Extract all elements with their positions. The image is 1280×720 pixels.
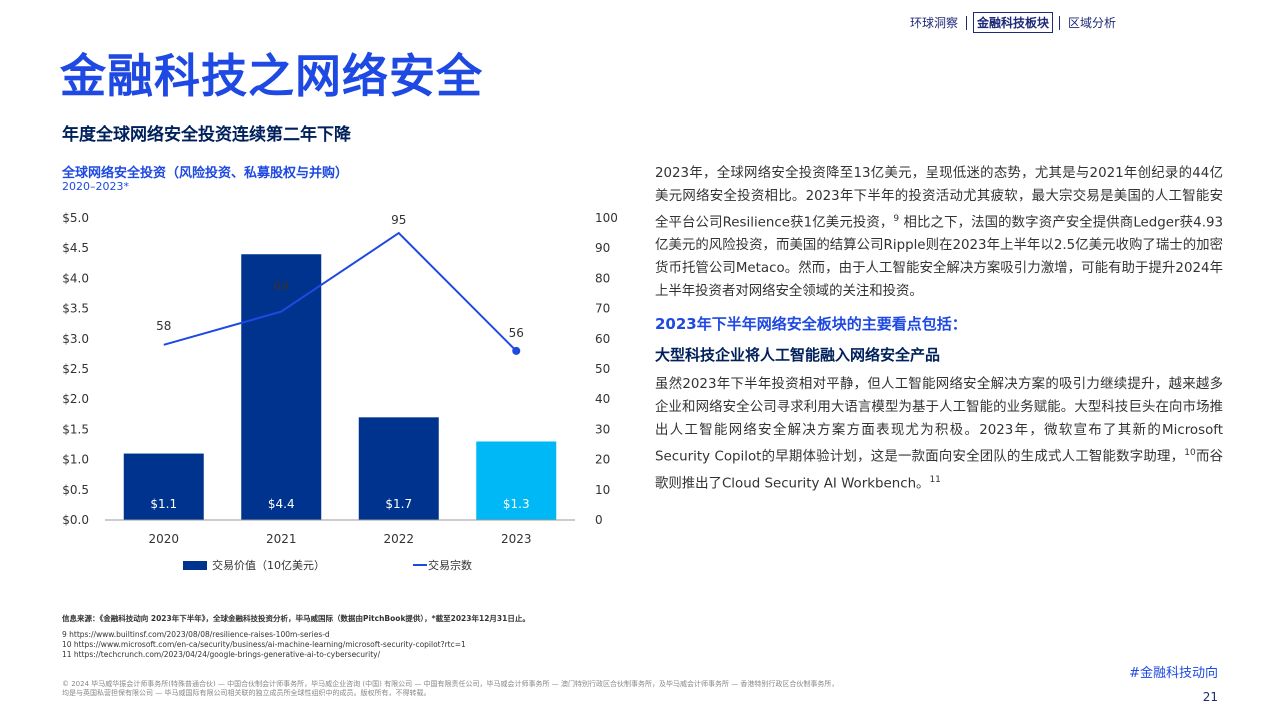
bar-value-label: $4.4 xyxy=(268,497,295,511)
left-tick-label: $0.0 xyxy=(62,513,89,527)
nav-fintech-sectors[interactable]: 金融科技板块 xyxy=(972,12,1053,33)
left-tick-label: $3.0 xyxy=(62,332,89,346)
footnote-ref-9: 9 xyxy=(893,214,900,224)
left-tick-label: $2.5 xyxy=(62,362,89,376)
left-tick-label: $1.0 xyxy=(62,453,89,467)
highlights-heading: 2023年下半年网络安全板块的主要看点包括： xyxy=(655,315,967,334)
legend-line-label: 交易宗数 xyxy=(428,558,472,572)
nav-separator xyxy=(965,15,967,30)
source-note: 信息来源：《金融科技动向 2023年下半年》，全球金融科技投资分析，毕马威国际（… xyxy=(62,614,530,623)
top-navigation: 环球洞察 金融科技板块 区域分析 xyxy=(908,12,1118,33)
nav-regional-analysis[interactable]: 区域分析 xyxy=(1067,16,1116,30)
line-series: 58 69 95 56 xyxy=(156,213,524,355)
footnote-ref-11: 11 xyxy=(929,474,941,485)
chart-subtitle: 2020–2023* xyxy=(62,180,129,193)
body-text-column: 2023年，全球网络安全投资降至13亿美元，呈现低迷的态势，尤其是与2021年创… xyxy=(655,162,1223,495)
footnote-ref-10: 10 xyxy=(1184,448,1196,459)
left-tick-label: $3.5 xyxy=(62,302,89,316)
page-number: 21 xyxy=(1202,690,1218,704)
x-axis-labels: 2020 2021 2022 2023 xyxy=(148,532,531,546)
right-tick-label: 100 xyxy=(595,211,618,225)
bar-2021 xyxy=(241,254,322,521)
chart-legend: 交易价值（10亿美元） 交易宗数 xyxy=(183,558,472,572)
x-tick-label: 2021 xyxy=(266,532,297,546)
right-tick-label: 70 xyxy=(595,302,610,316)
right-tick-label: 20 xyxy=(595,453,610,467)
hashtag: #金融科技动向 xyxy=(1129,666,1218,681)
bar-2023 xyxy=(476,441,557,520)
x-tick-label: 2023 xyxy=(501,532,532,546)
bar-2020 xyxy=(123,453,204,520)
right-tick-label: 10 xyxy=(595,483,610,497)
left-tick-label: $5.0 xyxy=(62,211,89,225)
nav-global-insights[interactable]: 环球洞察 xyxy=(909,16,958,30)
body-paragraph-2: 虽然2023年下半年投资相对平静，但人工智能网络安全解决方案的吸引力继续提升，越… xyxy=(655,377,1224,492)
bar-value-label: $1.1 xyxy=(150,497,177,511)
line-point-label: 95 xyxy=(391,213,406,227)
section-title: 年度全球网络安全投资连续第二年下降 xyxy=(62,125,351,145)
line-point-label: 56 xyxy=(509,326,524,340)
bar-series: $1.1 $4.4 $1.7 $1.3 xyxy=(123,254,557,521)
sub-heading: 大型科技企业将人工智能融入网络安全产品 xyxy=(655,346,941,365)
footnote-link-9[interactable]: 9 https://www.builtinsf.com/2023/08/08/r… xyxy=(62,630,330,639)
nav-separator xyxy=(1058,15,1060,30)
footnote-link-10[interactable]: 10 https://www.microsoft.com/en-ca/secur… xyxy=(62,640,466,649)
investment-chart: $0.0 $0.5 $1.0 $1.5 $2.0 $2.5 $3.0 $3.5 $4.0 $4.5… xyxy=(62,211,618,572)
left-tick-label: $2.0 xyxy=(62,392,89,406)
x-tick-label: 2020 xyxy=(148,532,179,546)
bar-value-label: $1.3 xyxy=(503,497,530,511)
x-tick-label: 2022 xyxy=(383,532,414,546)
page-title: 金融科技之网络安全 xyxy=(60,49,483,103)
right-axis-ticks: 0 10 20 30 40 50 60 70 80 90 100 xyxy=(595,211,618,527)
right-tick-label: 60 xyxy=(595,332,610,346)
right-tick-label: 50 xyxy=(595,362,610,376)
line-end-marker xyxy=(512,346,521,355)
copyright-notice: © 2024 毕马威华振会计师事务所(特殊普通合伙) — 中国合伙制会计师事务所… xyxy=(62,680,839,697)
sources-block: 信息来源：《金融科技动向 2023年下半年》，全球金融科技投资分析，毕马威国际（… xyxy=(62,614,530,660)
left-tick-label: $1.5 xyxy=(62,422,89,436)
right-tick-label: 40 xyxy=(595,392,610,406)
left-tick-label: $0.5 xyxy=(62,483,89,497)
body-paragraph-1: 2023年，全球网络安全投资降至13亿美元，呈现低迷的态势，尤其是与2021年创… xyxy=(655,166,1223,300)
line-point-label: 69 xyxy=(274,280,289,294)
right-tick-label: 90 xyxy=(595,241,610,255)
line-point-label: 58 xyxy=(156,319,171,333)
bar-value-label: $1.7 xyxy=(385,497,412,511)
right-tick-label: 30 xyxy=(595,422,610,436)
deal-count-line xyxy=(163,231,517,352)
legend-bar-swatch xyxy=(183,561,207,570)
right-tick-label: 0 xyxy=(595,513,603,527)
left-tick-label: $4.0 xyxy=(62,271,89,285)
bar-2022 xyxy=(358,417,439,520)
left-axis-ticks: $0.0 $0.5 $1.0 $1.5 $2.0 $2.5 $3.0 $3.5 $4.0 $4.5… xyxy=(62,211,89,527)
right-tick-label: 80 xyxy=(595,271,610,285)
chart-title: 全球网络安全投资（风险投资、私募股权与并购） xyxy=(62,166,349,181)
footnote-link-11[interactable]: 11 https://techcrunch.com/2023/04/24/goo… xyxy=(62,650,381,659)
legend-bar-label: 交易价值（10亿美元） xyxy=(212,558,325,572)
left-tick-label: $4.5 xyxy=(62,241,89,255)
